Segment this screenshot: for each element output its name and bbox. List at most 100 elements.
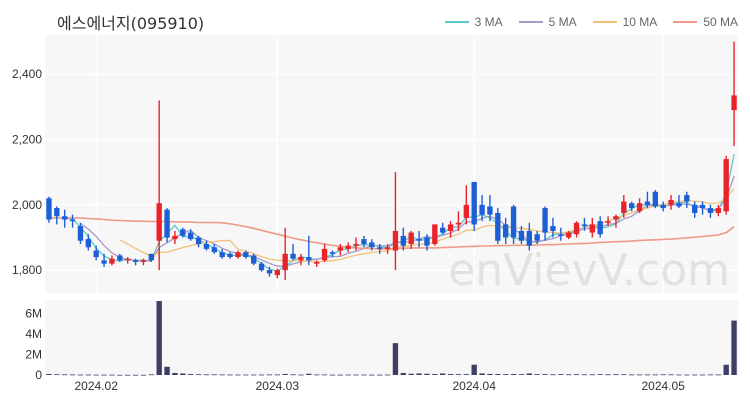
candle-body bbox=[487, 206, 493, 215]
candle-body bbox=[558, 234, 564, 236]
candle-body bbox=[621, 201, 627, 213]
volume-bar bbox=[274, 374, 280, 376]
candle-body bbox=[581, 224, 588, 227]
candle-body bbox=[479, 204, 485, 215]
volume-bar bbox=[668, 374, 674, 376]
volume-bar bbox=[503, 374, 509, 375]
volume-bar bbox=[699, 374, 706, 376]
price-panel bbox=[45, 35, 738, 293]
volume-bar bbox=[329, 374, 336, 376]
volume-bar bbox=[581, 374, 588, 376]
candle-body bbox=[731, 95, 737, 111]
volume-bar bbox=[534, 374, 540, 375]
candle-body bbox=[400, 235, 406, 246]
candle-body bbox=[290, 253, 296, 259]
candle-body bbox=[526, 230, 532, 246]
volume-bar bbox=[46, 373, 52, 375]
volume-bar bbox=[353, 374, 359, 376]
volume-bar bbox=[164, 366, 170, 375]
candle-body bbox=[636, 203, 643, 212]
legend-label: 10 MA bbox=[622, 15, 658, 29]
candle-body bbox=[321, 248, 328, 261]
candle-body bbox=[337, 247, 343, 251]
legend-swatch bbox=[444, 21, 469, 23]
candle-body bbox=[306, 257, 312, 261]
volume-bar bbox=[219, 374, 225, 376]
volume-bar bbox=[542, 374, 548, 375]
candle-body bbox=[605, 221, 611, 223]
volume-bar bbox=[172, 372, 178, 375]
candle-body bbox=[384, 247, 391, 249]
legend-label: 50 MA bbox=[703, 15, 738, 29]
candle-body bbox=[353, 244, 359, 246]
volume-bar bbox=[629, 374, 635, 376]
price-tick-label: 2,000 bbox=[12, 198, 42, 212]
volume-bar bbox=[455, 374, 462, 375]
volume-bar bbox=[195, 374, 202, 376]
volume-bar bbox=[93, 374, 99, 376]
candle-body bbox=[85, 239, 91, 248]
volume-bar bbox=[117, 374, 123, 376]
volume-bar bbox=[660, 374, 666, 376]
volume-bar bbox=[566, 374, 572, 376]
volume-bar bbox=[361, 374, 367, 376]
volume-bar bbox=[54, 374, 60, 376]
legend-item-10ma: 10 MA bbox=[592, 15, 658, 29]
candle-body bbox=[282, 253, 288, 271]
volume-bar bbox=[723, 364, 729, 375]
volume-bar bbox=[573, 374, 580, 376]
candle-body bbox=[109, 258, 115, 264]
volume-bar bbox=[290, 374, 296, 376]
candle-body bbox=[46, 198, 52, 220]
volume-bar bbox=[125, 374, 131, 376]
candle-body bbox=[723, 159, 729, 212]
candle-body bbox=[629, 203, 635, 209]
candle-body bbox=[117, 255, 123, 261]
candle-body bbox=[69, 219, 76, 222]
volume-bar bbox=[101, 374, 107, 376]
candle-body bbox=[668, 199, 674, 205]
volume-bar bbox=[211, 374, 217, 376]
candle-body bbox=[172, 235, 178, 240]
candle-body bbox=[660, 204, 666, 209]
volume-bar bbox=[400, 372, 406, 375]
volume-bar bbox=[62, 374, 68, 376]
candle-body bbox=[235, 252, 241, 258]
candle-body bbox=[550, 226, 556, 231]
volume-bar bbox=[447, 374, 454, 375]
volume-bar bbox=[243, 374, 249, 376]
candle-body bbox=[77, 226, 84, 241]
legend: 3 MA 5 MA 10 MA 50 MA bbox=[444, 15, 738, 29]
watermark: enVievV.com bbox=[448, 245, 730, 296]
candle-body bbox=[408, 232, 414, 245]
candle-body bbox=[54, 208, 60, 217]
volume-bar bbox=[621, 374, 627, 376]
volume-bar bbox=[337, 374, 343, 376]
legend-label: 5 MA bbox=[548, 15, 577, 29]
volume-bar bbox=[613, 374, 619, 376]
candle-body bbox=[676, 203, 682, 207]
volume-bar bbox=[266, 374, 273, 376]
candle-body bbox=[180, 229, 186, 236]
candle-body bbox=[219, 252, 225, 258]
volume-bar bbox=[416, 373, 422, 375]
candle-body bbox=[266, 270, 273, 274]
candle-body bbox=[227, 253, 233, 258]
volume-bar bbox=[235, 374, 241, 376]
candle-body bbox=[314, 261, 320, 264]
candle-body bbox=[471, 181, 477, 225]
volume-bar bbox=[589, 374, 595, 376]
candle-body bbox=[613, 216, 619, 220]
price-tick-label: 2,200 bbox=[12, 133, 42, 147]
legend-item-3ma: 3 MA bbox=[444, 15, 503, 29]
volume-bar bbox=[180, 373, 186, 375]
volume-bar bbox=[676, 374, 682, 376]
volume-bar bbox=[479, 373, 485, 375]
volume-bar bbox=[518, 374, 525, 375]
candle-body bbox=[125, 258, 131, 261]
candle-body bbox=[518, 230, 525, 241]
candle-body bbox=[503, 224, 509, 238]
chart-title: 에스에너지(095910) bbox=[57, 14, 205, 33]
legend-label: 3 MA bbox=[474, 15, 503, 29]
volume-bar bbox=[321, 374, 328, 376]
